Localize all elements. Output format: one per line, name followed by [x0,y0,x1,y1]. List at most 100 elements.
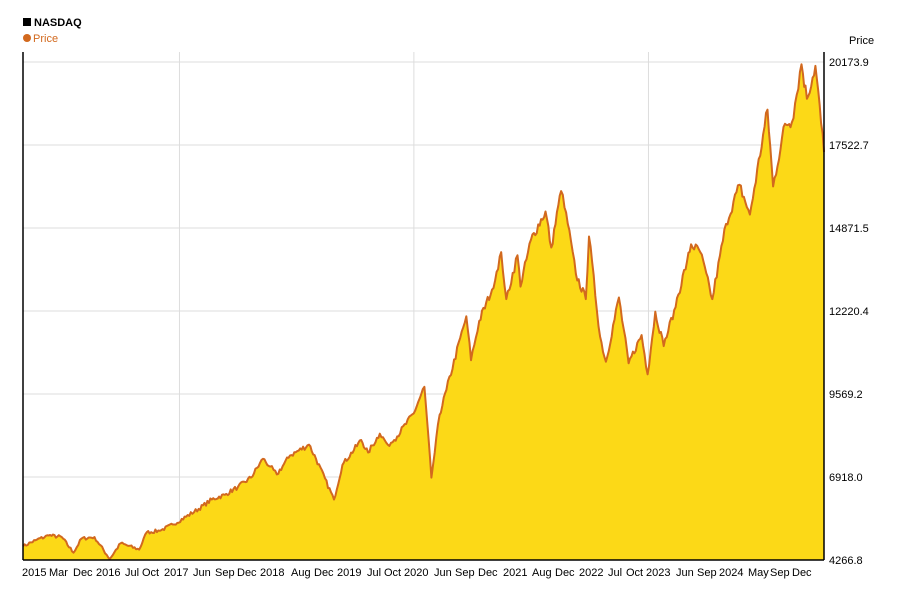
x-tick-label: Dec [237,567,257,579]
data-point [198,508,200,510]
data-point [699,251,701,253]
data-point [439,414,441,416]
data-point [387,444,389,446]
price-series-line [22,63,825,560]
x-tick-label: Aug [291,567,311,579]
y-tick-label: 17522.7 [829,140,869,152]
data-point [250,477,252,479]
y-tick-label: 12220.4 [829,306,869,318]
data-point [159,530,161,532]
data-point [185,516,187,518]
price-area-fill [23,64,824,561]
x-tick-label: 2024 [719,567,743,579]
data-point [550,247,552,248]
x-tick-label: Oct [142,567,159,579]
data-point [80,538,82,540]
data-point [641,334,643,336]
data-point [94,536,95,538]
x-tick-label: Jul [125,567,139,579]
data-point [341,464,343,466]
x-tick-label: May [748,567,769,579]
data-point [237,486,239,488]
data-point [367,452,369,453]
x-tick-label: Dec [555,567,575,579]
x-tick-label: Sep [455,567,475,579]
x-tick-label: 2022 [579,567,603,579]
data-point [605,361,607,363]
legend-series-label: Price [33,33,58,45]
x-tick-label: Oct [626,567,643,579]
x-tick-label: 2017 [164,567,188,579]
price-area [23,64,824,561]
data-point [73,552,74,554]
y-tick-label: 20173.9 [829,57,869,69]
data-point [791,121,793,123]
x-tick-labels: 2015 Mar Dec 2016 Jul Oct 2017 Jun Sep Dec 2018 Aug… [22,567,812,579]
x-tick-label: Sep [770,567,790,579]
x-tick-label: Jul [367,567,381,579]
x-tick-label: 2016 [96,567,120,579]
data-point [276,473,278,475]
y-axis-label: Price [849,35,874,47]
axes [22,52,825,561]
data-point [505,298,507,300]
data-point [673,309,675,311]
data-point [749,214,751,216]
data-point [767,109,768,111]
data-point [663,345,665,347]
x-tick-label: Mar [49,567,68,579]
data-point [814,65,816,67]
x-tick-label: Jun [434,567,452,579]
data-point [138,549,140,551]
data-point [289,455,291,457]
data-point [628,362,630,364]
x-tick-label: 2019 [337,567,361,579]
data-point [500,251,502,253]
data-point [465,315,467,317]
data-point [545,211,546,212]
data-point [575,273,577,275]
x-tick-label: 2023 [646,567,670,579]
x-tick-label: Jun [676,567,694,579]
x-tick-label: 2020 [404,567,428,579]
data-point [738,184,740,186]
x-tick-label: 2015 [22,567,46,579]
y-tick-label: 9569.2 [829,389,863,401]
data-point [530,239,532,241]
data-point [588,236,590,237]
data-point [315,458,317,460]
data-point [269,466,271,468]
data-point [470,359,472,361]
data-point [585,298,587,300]
data-point [61,536,63,538]
x-tick-label: 2018 [260,567,284,579]
data-point [48,535,50,536]
data-point [725,223,727,225]
x-tick-label: Dec [314,567,334,579]
x-tick-label: 2021 [503,567,527,579]
x-tick-label: Sep [697,567,717,579]
x-tick-label: Jun [193,567,211,579]
data-point [445,389,447,391]
y-tick-labels: 20173.9 17522.7 14871.5 12220.4 9569.2 6918.0… [829,57,869,567]
data-point [308,444,310,446]
legend-series-marker [23,34,31,42]
data-point [35,539,37,541]
data-point [393,439,395,441]
x-tick-label: Aug [532,567,552,579]
data-point [333,499,335,500]
data-point [806,98,808,100]
data-point [478,320,480,322]
data-point [686,261,688,262]
data-point [491,289,493,291]
data-point [801,63,802,65]
data-point [430,477,432,479]
data-point [520,286,521,288]
data-point [784,123,786,125]
data-point [120,542,122,544]
data-point [690,243,692,245]
legend-title: NASDAQ [34,17,82,29]
data-point [360,439,362,441]
